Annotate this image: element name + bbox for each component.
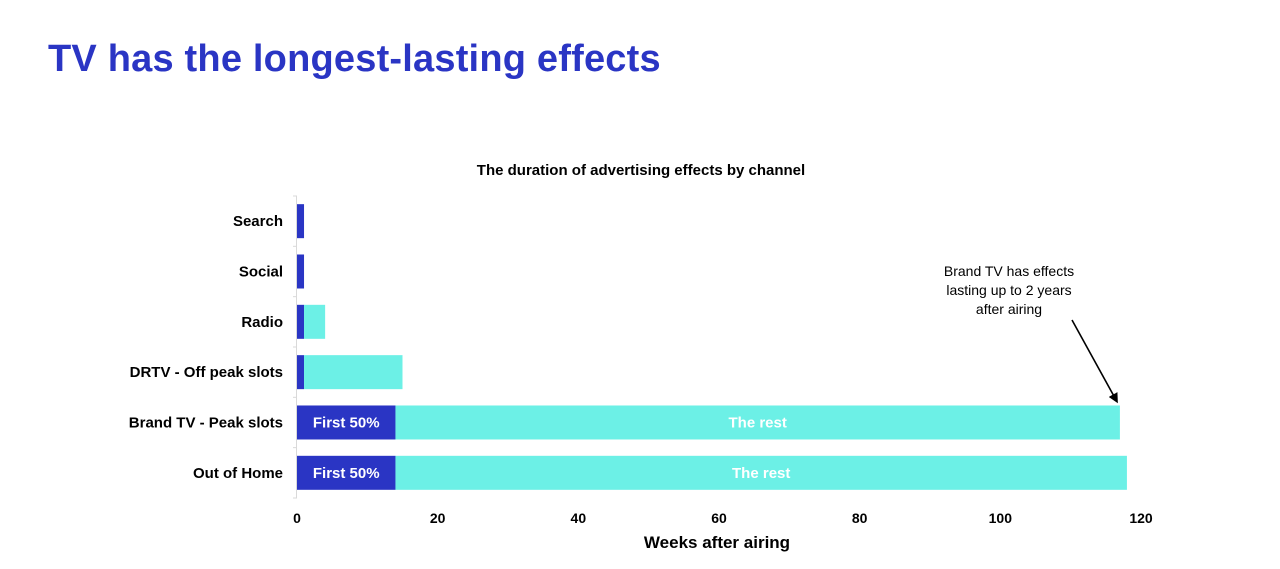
x-tick-label: 100 xyxy=(989,510,1013,526)
category-label: Radio xyxy=(241,314,283,331)
bar-segment xyxy=(297,304,305,339)
category-label: Social xyxy=(239,263,283,280)
annotation-text: lasting up to 2 years xyxy=(946,282,1071,298)
x-tick-label: 20 xyxy=(430,510,446,526)
category-label: Out of Home xyxy=(193,465,283,482)
x-tick-label: 120 xyxy=(1129,510,1153,526)
x-tick-label: 0 xyxy=(293,510,301,526)
bar-label: First 50% xyxy=(313,414,380,431)
page-title: TV has the longest-lasting effects xyxy=(48,38,661,80)
bar-segment xyxy=(297,254,305,289)
bar-segment xyxy=(297,355,305,390)
x-tick-label: 80 xyxy=(852,510,868,526)
bars: First 50% The rest First 50% The rest xyxy=(297,204,1127,490)
x-tick-label: 40 xyxy=(571,510,587,526)
bar-segment xyxy=(395,405,1120,440)
annotation-text: Brand TV has effects xyxy=(944,263,1074,279)
category-label: DRTV - Off peak slots xyxy=(130,364,283,381)
bar-label: The rest xyxy=(732,465,790,482)
bar-segment xyxy=(297,204,305,239)
annotation: Brand TV has effects lasting up to 2 year… xyxy=(944,263,1118,404)
bar-segment xyxy=(395,455,1127,490)
category-label: Search xyxy=(233,213,283,230)
bar-label: First 50% xyxy=(313,465,380,482)
bar-label: The rest xyxy=(729,414,787,431)
x-axis-title: Weeks after airing xyxy=(644,533,790,552)
bar-segment xyxy=(297,455,396,490)
x-tick-label: 60 xyxy=(711,510,727,526)
bar-segment xyxy=(304,304,326,339)
annotation-arrow xyxy=(1071,319,1118,404)
bar-segment xyxy=(297,405,396,440)
annotation-text: after airing xyxy=(976,301,1042,317)
labels: Search Social Radio DRTV - Off peak slots Br… xyxy=(129,213,1153,552)
axes xyxy=(293,195,297,499)
bar-segment xyxy=(304,355,403,390)
category-label: Brand TV - Peak slots xyxy=(129,414,283,431)
chart-title: The duration of advertising effects by c… xyxy=(476,162,806,179)
